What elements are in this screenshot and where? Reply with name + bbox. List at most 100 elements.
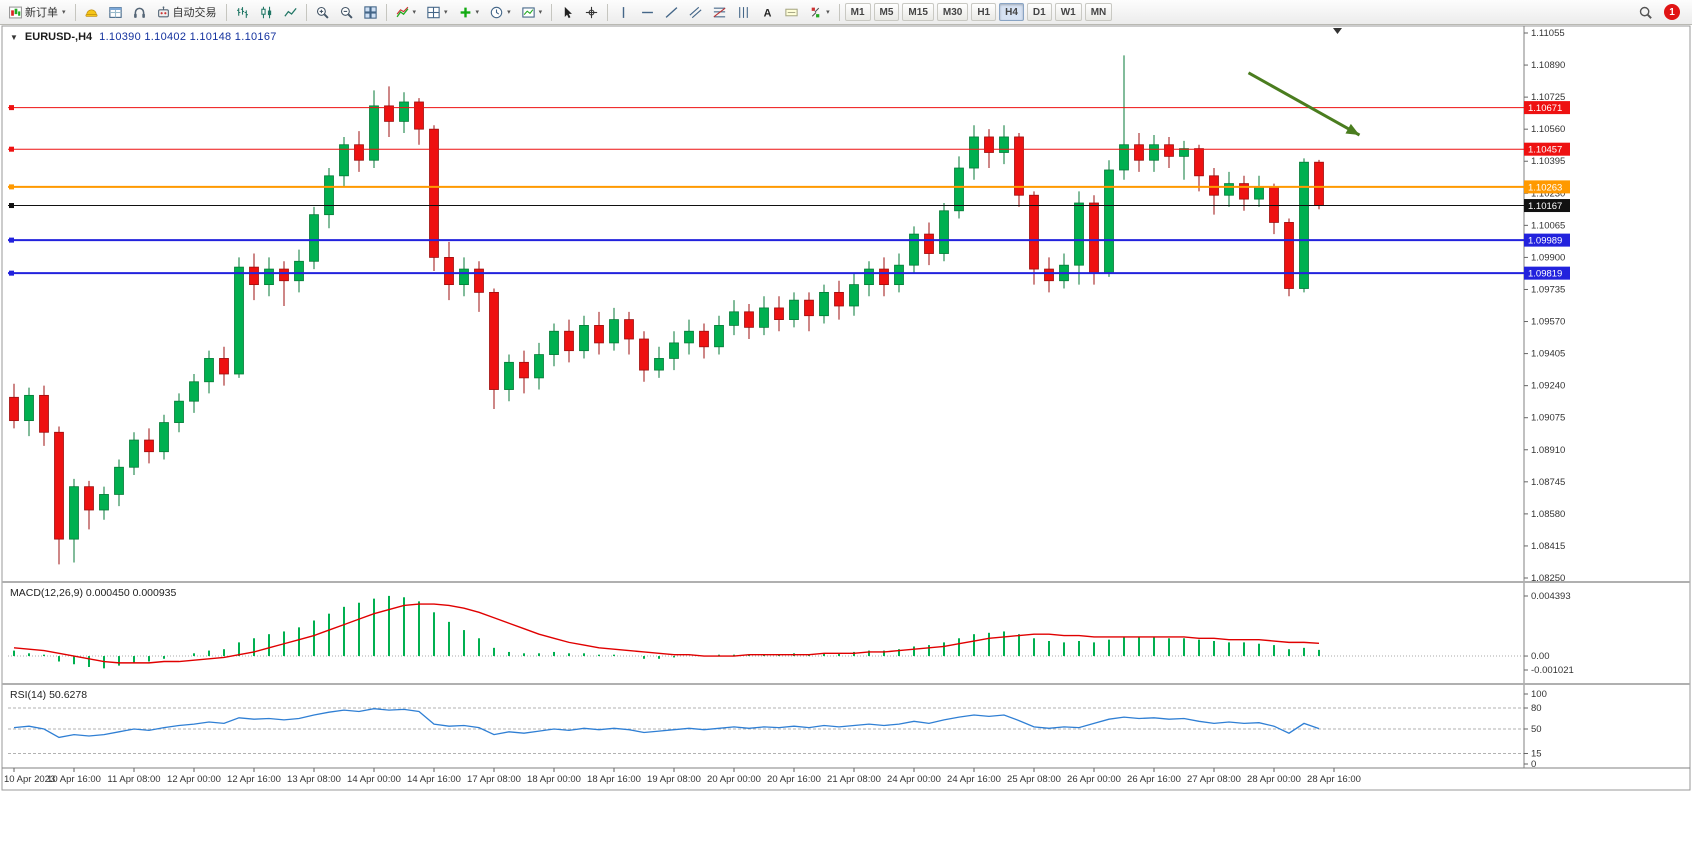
candle-up <box>1149 144 1159 161</box>
caret-down-icon: ▾ <box>444 9 448 16</box>
support-line-1-handle[interactable] <box>9 237 14 243</box>
trendline-button[interactable] <box>660 2 683 23</box>
zoom-in-button[interactable] <box>311 2 334 23</box>
vertical-line-button[interactable] <box>612 2 635 23</box>
support-line-2-handle[interactable] <box>9 270 14 276</box>
zoom-in-icon <box>316 6 329 19</box>
timeframe-m1[interactable]: M1 <box>844 3 871 21</box>
price-axis-label: 1.10560 <box>1531 124 1565 135</box>
candle-up <box>1254 187 1264 200</box>
candle-down <box>1044 268 1054 282</box>
market-depth-button[interactable] <box>128 2 151 23</box>
rsi-axis-label: 100 <box>1531 689 1547 700</box>
resistance-line-1-handle[interactable] <box>9 105 14 111</box>
toolbar-separator <box>225 3 227 21</box>
chart-header: ▼ EURUSD-,H4 1.10390 1.10402 1.10148 1.1… <box>10 31 277 43</box>
line-chart-icon <box>283 7 297 17</box>
line-chart-button[interactable] <box>279 2 302 23</box>
search-button[interactable] <box>1634 2 1657 23</box>
chart-shift-marker[interactable] <box>1333 28 1342 34</box>
candle-down <box>444 257 454 286</box>
auto-trading-button[interactable]: 自动交易 <box>152 2 222 23</box>
timeframe-m30-label: M30 <box>942 6 963 18</box>
time-axis-label: 12 Apr 00:00 <box>167 774 221 785</box>
zoom-out-button[interactable] <box>335 2 358 23</box>
profiles-button[interactable] <box>80 2 103 23</box>
price-axis-label: 1.09735 <box>1531 284 1565 295</box>
candle-up <box>1179 148 1189 157</box>
toolbar-separator <box>305 3 307 21</box>
pivot-line-orange-handle[interactable] <box>9 184 14 190</box>
candle-up <box>234 266 244 375</box>
candle-up <box>1299 161 1309 289</box>
candle-down <box>924 233 934 254</box>
indicators-button[interactable]: ▾ <box>391 2 422 23</box>
candle-down <box>699 330 709 348</box>
text-button[interactable]: A <box>756 2 779 23</box>
data-window-button[interactable] <box>104 2 127 23</box>
time-axis-label: 12 Apr 16:00 <box>227 774 281 785</box>
candle-up <box>954 167 964 212</box>
tile-windows-button[interactable] <box>359 2 382 23</box>
timeframe-m5[interactable]: M5 <box>873 3 900 21</box>
pivot-line-orange-price-tag-label: 1.10263 <box>1528 182 1562 193</box>
candle-up <box>909 233 919 266</box>
time-axis-label: 14 Apr 00:00 <box>347 774 401 785</box>
periods-button[interactable]: ▾ <box>485 2 516 23</box>
clock-icon <box>490 6 503 18</box>
new-order-button[interactable]: 新订单 ▾ <box>4 2 71 23</box>
timeframe-m30[interactable]: M30 <box>936 3 969 21</box>
candle-down <box>564 330 574 352</box>
auto-trading-button-label: 自动交易 <box>172 7 217 19</box>
toolbar-separator <box>385 3 387 21</box>
arrows-button[interactable]: ▾ <box>804 2 835 23</box>
time-axis-label: 26 Apr 00:00 <box>1067 774 1121 785</box>
bar-chart-button[interactable] <box>231 2 254 23</box>
price-axis-label: 1.09405 <box>1531 349 1565 360</box>
notifications-badge[interactable]: 1 <box>1664 4 1680 20</box>
channel-button[interactable] <box>684 2 707 23</box>
horizontal-line-icon <box>642 11 654 13</box>
time-axis-label: 13 Apr 08:00 <box>287 774 341 785</box>
add-indicator-button[interactable]: ▾ <box>454 2 485 23</box>
resistance-line-1-price-tag-label: 1.10671 <box>1528 103 1562 114</box>
candlestick-icon <box>260 6 271 18</box>
candle-down <box>9 396 19 422</box>
crosshair-icon <box>585 6 598 18</box>
timeframe-mn[interactable]: MN <box>1084 3 1113 21</box>
trend-arrow-annotation[interactable] <box>1247 71 1361 137</box>
timeframe-h1[interactable]: H1 <box>971 3 997 21</box>
cursor-button[interactable] <box>556 2 579 23</box>
trend-arrow-head[interactable] <box>1345 123 1360 136</box>
svg-text:A: A <box>764 7 772 19</box>
timeframe-w1[interactable]: W1 <box>1054 3 1082 21</box>
caret-down-icon: ▾ <box>507 9 511 16</box>
timeframe-d1[interactable]: D1 <box>1026 3 1052 21</box>
timeframe-h4[interactable]: H4 <box>999 3 1024 21</box>
candle-down <box>1029 194 1039 270</box>
crosshair-button[interactable] <box>580 2 603 23</box>
cycle-lines-button[interactable] <box>732 2 755 23</box>
templates-button[interactable]: ▾ <box>517 2 548 23</box>
fibonacci-button[interactable] <box>708 2 731 23</box>
candlestick-chart-button[interactable] <box>255 2 278 23</box>
timeframe-m15[interactable]: M15 <box>902 3 934 21</box>
time-axis-label: 10 Apr 2023 <box>4 774 55 785</box>
resistance-line-2-handle[interactable] <box>9 146 14 152</box>
layouts-button[interactable]: ▾ <box>422 2 453 23</box>
trendline-icon <box>665 6 678 18</box>
resistance-line-2-price-tag-label: 1.10457 <box>1528 145 1562 156</box>
candle-down <box>774 307 784 320</box>
one-click-trading-toggle[interactable]: ▼ <box>10 32 18 42</box>
arrows-icon <box>811 7 820 17</box>
candle-down <box>384 105 394 122</box>
timeframe-m5-label: M5 <box>879 6 894 18</box>
trade-group: 新订单 ▾ <box>4 2 71 23</box>
candle-down <box>39 394 49 433</box>
horizontal-line-button[interactable] <box>636 2 659 23</box>
label-button[interactable] <box>780 2 803 23</box>
candle-up <box>369 105 379 161</box>
candle-down <box>474 268 484 293</box>
candle-up <box>549 330 559 355</box>
